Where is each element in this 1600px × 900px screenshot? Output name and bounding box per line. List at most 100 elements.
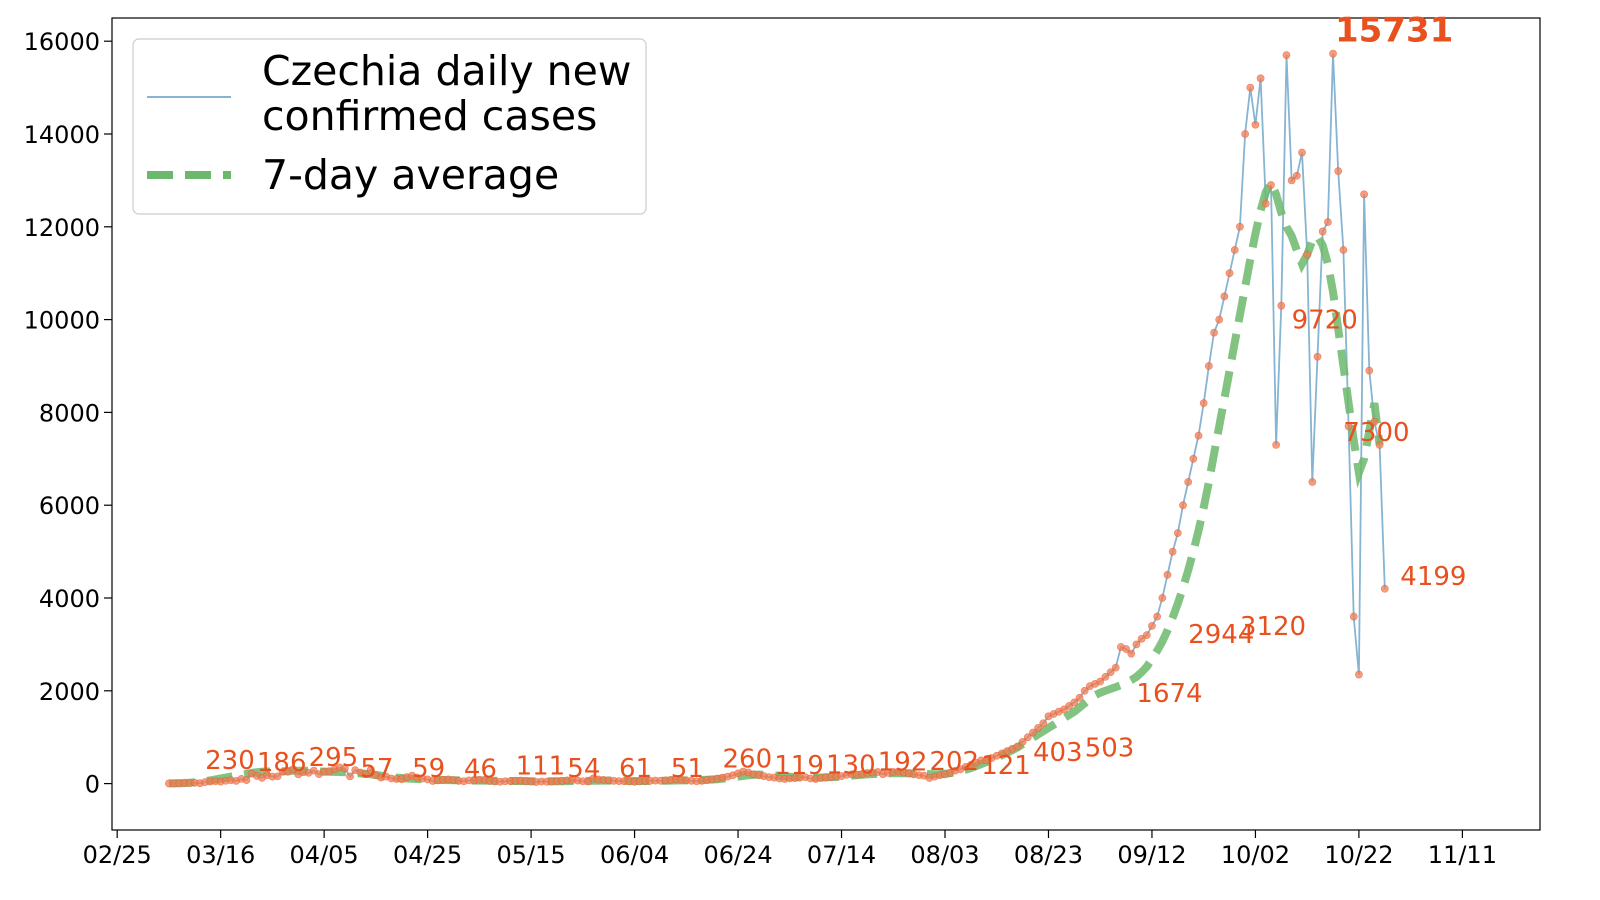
daily-points	[165, 49, 1389, 788]
value-annotation: 111	[516, 751, 566, 781]
y-tick-label: 12000	[24, 214, 100, 242]
x-tick-label: 04/25	[393, 841, 462, 869]
daily-point	[340, 764, 349, 773]
daily-point	[361, 770, 370, 779]
value-annotation: 3120	[1240, 612, 1306, 642]
daily-point	[1225, 269, 1234, 278]
daily-point	[1256, 74, 1265, 83]
value-annotation: 130	[826, 751, 876, 781]
x-tick-label: 08/23	[1014, 841, 1083, 869]
daily-point	[1282, 51, 1291, 60]
daily-point	[1272, 440, 1281, 449]
value-annotation: 403	[1033, 738, 1083, 768]
value-annotation: 57	[360, 754, 393, 784]
plot-area	[111, 17, 1541, 831]
x-tick-label: 10/02	[1221, 841, 1290, 869]
daily-point	[1241, 130, 1249, 138]
value-annotation: 192	[878, 748, 928, 778]
x-tick-label: 05/15	[497, 841, 566, 869]
y-tick-label: 10000	[24, 307, 100, 335]
daily-point	[1070, 698, 1079, 707]
daily-point	[1080, 686, 1089, 695]
daily-point	[1199, 399, 1208, 408]
value-annotation: 260	[723, 745, 773, 775]
value-annotation: 1674	[1136, 679, 1202, 709]
value-annotation: 186	[257, 748, 307, 778]
daily-point	[1261, 199, 1270, 208]
daily-point	[1173, 529, 1182, 537]
x-tick-label: 06/24	[703, 841, 772, 869]
daily-point	[1106, 668, 1115, 677]
daily-point	[1184, 478, 1193, 486]
y-tick-label: 6000	[39, 492, 100, 520]
x-tick-label: 07/14	[807, 841, 876, 869]
value-annotation: 4199	[1400, 562, 1466, 592]
value-annotation: 295	[309, 743, 359, 773]
y-tick-label: 14000	[24, 121, 100, 149]
daily-point	[273, 772, 282, 781]
legend-daily-label-line2: confirmed cases	[262, 92, 597, 140]
daily-point	[1267, 181, 1275, 189]
daily-point	[1158, 594, 1167, 602]
daily-point	[1034, 724, 1043, 732]
legend: Czechia daily new confirmed cases 7-day …	[132, 38, 647, 215]
daily-point	[1215, 315, 1224, 324]
value-annotation: 54	[567, 754, 600, 784]
value-annotation: 119	[774, 751, 824, 781]
x-tick-label: 04/05	[290, 841, 359, 869]
daily-point	[1153, 612, 1162, 621]
value-annotation: 503	[1085, 733, 1135, 763]
daily-point	[1365, 366, 1374, 375]
daily-point	[1349, 612, 1358, 621]
daily-point	[1148, 621, 1156, 630]
value-annotation: 7300	[1343, 418, 1409, 448]
x-tick-label: 02/25	[83, 841, 152, 869]
x-tick-label: 03/16	[186, 841, 255, 869]
daily-point	[1179, 501, 1187, 510]
legend-daily-label-line1: Czechia daily new	[262, 47, 631, 95]
y-tick-label: 4000	[39, 585, 100, 613]
y-tick-label: 2000	[39, 678, 100, 706]
value-annotation: 2944	[1188, 620, 1254, 650]
daily-point	[1075, 693, 1084, 702]
daily-point	[1292, 171, 1301, 180]
seven-day-average-line	[168, 173, 1384, 788]
value-annotation: 121	[981, 751, 1031, 781]
daily-point	[1142, 631, 1151, 640]
daily-point	[1339, 246, 1348, 254]
value-annotation: 9720	[1292, 306, 1358, 336]
daily-point	[1204, 362, 1213, 370]
daily-point	[1344, 422, 1353, 431]
daily-point	[1313, 352, 1322, 361]
daily-point	[242, 776, 251, 784]
value-annotation: 230	[205, 746, 255, 776]
value-annotation: 61	[619, 754, 652, 784]
daily-point	[1101, 672, 1110, 681]
series-group	[165, 49, 1389, 788]
x-tick-label: 11/11	[1428, 841, 1497, 869]
value-annotation: 51	[671, 754, 704, 784]
daily-point	[346, 772, 354, 781]
daily-point	[1122, 645, 1130, 653]
annotations: 230 186 295 57 59 46 111 54 61 51 260 119 130 192 202 1…	[205, 306, 1466, 785]
daily-point	[1355, 670, 1363, 679]
daily-point	[1375, 440, 1384, 449]
daily-point	[1230, 246, 1239, 254]
daily-point	[1370, 417, 1379, 426]
daily-point	[1029, 728, 1037, 737]
daily-point	[1189, 454, 1198, 463]
daily-point	[1194, 431, 1203, 440]
daily-point	[1013, 742, 1022, 751]
daily-point	[1251, 120, 1260, 129]
daily-point	[1220, 292, 1229, 301]
x-tick-label: 10/22	[1324, 841, 1393, 869]
daily-point	[1236, 222, 1244, 231]
x-tick-label: 08/03	[910, 841, 979, 869]
daily-point	[1168, 547, 1177, 556]
daily-point	[289, 765, 297, 774]
legend-average-label: 7-day average	[262, 151, 559, 199]
daily-point	[1334, 167, 1343, 176]
daily-point	[1277, 301, 1286, 310]
daily-point	[1246, 83, 1255, 92]
